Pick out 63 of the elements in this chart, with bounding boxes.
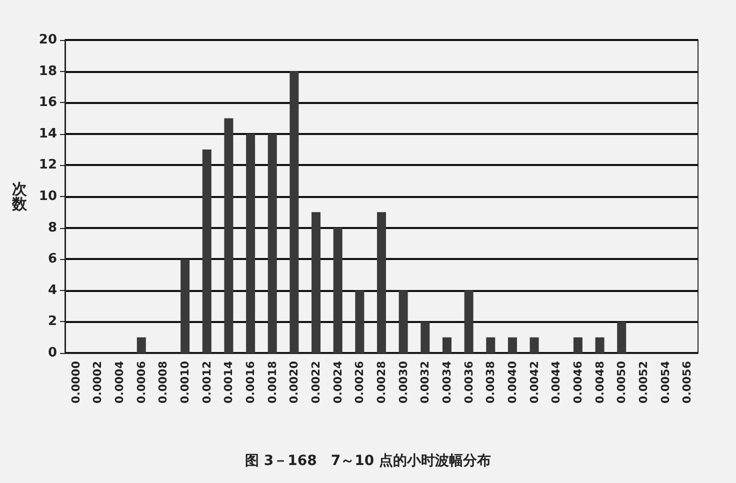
x-tick-label: 0.0028	[375, 361, 388, 404]
x-tick-label: 0.0032	[418, 361, 432, 404]
y-tick-label: 18	[38, 64, 57, 79]
bar	[508, 337, 517, 353]
x-tick-label: 0.0038	[484, 361, 498, 404]
x-tick-label: 0.0000	[69, 360, 82, 404]
bar	[268, 134, 277, 353]
bar	[202, 150, 212, 353]
x-tick-label: 0.0030	[396, 360, 410, 404]
x-tick-label: 0.0016	[244, 360, 258, 404]
bar	[442, 337, 452, 353]
x-tick-label: 0.0054	[658, 360, 672, 404]
x-tick-label: 0.0050	[615, 360, 628, 404]
y-tick-label: 4	[48, 282, 57, 298]
y-tick-label: 16	[38, 95, 57, 110]
x-tick-label: 0.0036	[462, 360, 476, 404]
bar	[333, 228, 342, 353]
x-tick-label: 0.0002	[91, 361, 104, 404]
x-tick-label: 0.0010	[178, 360, 192, 404]
bar	[420, 322, 430, 353]
y-tick-label: 20	[38, 32, 57, 48]
bar	[246, 134, 256, 353]
y-tick-label: 2	[48, 314, 57, 330]
bar	[573, 337, 582, 353]
x-tick-label: 0.0026	[353, 360, 366, 404]
text: 图 3－168 7～10 点的小时波幅分布	[245, 453, 491, 469]
bar	[530, 337, 539, 353]
y-tick-label: 12	[38, 158, 57, 173]
x-tick-label: 0.0040	[506, 360, 519, 404]
y-axis-title: 次数	[11, 180, 28, 213]
bar	[290, 71, 299, 353]
x-tick-label: 0.0022	[310, 361, 323, 404]
x-tick-label: 0.0024	[331, 360, 344, 404]
bar	[398, 290, 408, 353]
x-tick-label: 0.0056	[680, 360, 694, 404]
x-tick-label: 0.0044	[550, 360, 563, 404]
y-tick-label: 8	[48, 220, 57, 236]
bar	[464, 290, 474, 353]
x-tick-label: 0.0034	[440, 360, 454, 404]
bar	[136, 337, 146, 353]
y-tick-label: 6	[48, 252, 57, 267]
x-tick-label: 0.0042	[528, 361, 541, 404]
bar	[595, 337, 604, 353]
x-tick-label: 0.0012	[200, 361, 214, 404]
y-tick-label: 14	[38, 126, 57, 142]
bar	[312, 212, 321, 353]
bar	[224, 118, 234, 353]
x-tick-label: 0.0018	[266, 361, 279, 404]
bar	[486, 337, 496, 353]
x-tick-label: 0.0014	[222, 360, 236, 404]
x-tick-label: 0.0048	[593, 361, 606, 404]
x-tick-label: 0.0046	[571, 360, 584, 404]
x-tick-label: 0.0004	[113, 360, 126, 404]
y-tick-label: 10	[38, 189, 57, 204]
y-tick-label: 0	[48, 346, 57, 360]
x-tick-label: 0.0052	[636, 361, 650, 404]
x-tick-label: 0.0020	[288, 360, 301, 404]
bar	[180, 259, 190, 353]
x-tick-label: 0.0006	[134, 360, 148, 404]
bar	[617, 322, 626, 353]
bar	[355, 290, 364, 353]
bar	[377, 212, 386, 353]
x-tick-label: 0.0008	[156, 361, 170, 404]
